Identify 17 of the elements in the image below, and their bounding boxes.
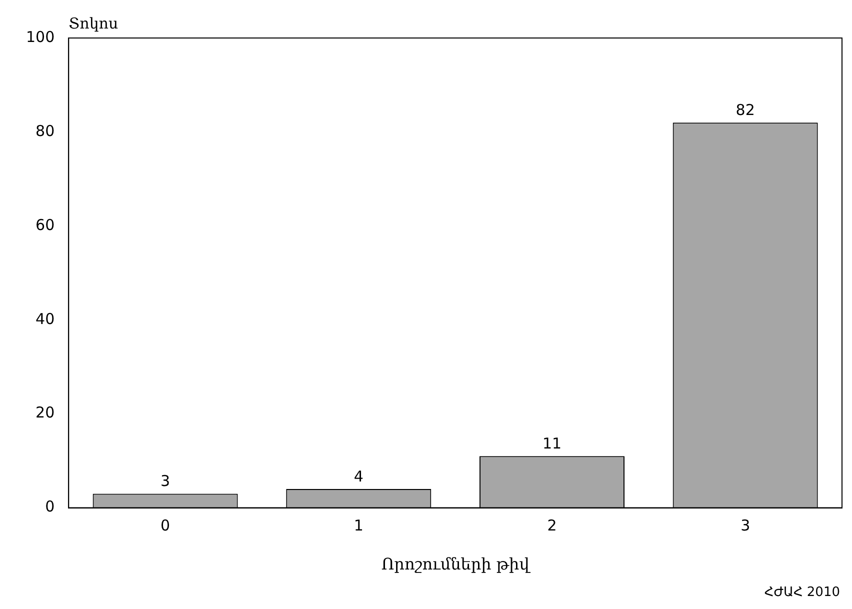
y-tick-label: 40 — [36, 310, 55, 328]
y-tick-label: 60 — [36, 216, 55, 234]
x-tick-label: 0 — [160, 516, 170, 535]
data-label: 11 — [542, 434, 562, 453]
data-label: 82 — [736, 100, 755, 119]
x-tick-label: 3 — [740, 516, 750, 535]
y-tick-label: 20 — [36, 404, 55, 422]
x-tick-label: 1 — [354, 516, 364, 535]
y-axis-title: Տոկոս — [68, 14, 118, 32]
x-axis-title: Որոշումների թիվ — [381, 554, 532, 574]
data-label: 3 — [160, 472, 170, 490]
text: ՀԺԱՀ 2010 — [764, 584, 840, 600]
y-tick-label: 100 — [26, 28, 55, 46]
data-label: 4 — [354, 467, 364, 486]
y-tick-label: 80 — [36, 122, 55, 140]
x-tick-label: 2 — [547, 516, 557, 535]
y-tick-label: 0 — [45, 498, 55, 516]
